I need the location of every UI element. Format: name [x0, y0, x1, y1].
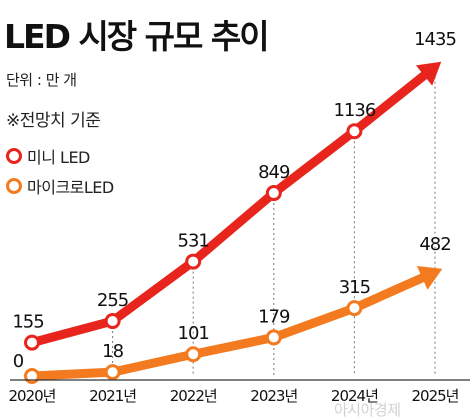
series-arrowhead: [415, 61, 442, 86]
data-label: 18: [102, 341, 123, 362]
data-point: [24, 368, 40, 384]
legend-label-mini-led: 미니 LED: [27, 148, 90, 167]
data-point: [104, 364, 121, 381]
legend-label-micro-led: 마이크로LED: [27, 178, 114, 197]
legend-marker-mini-led: [6, 148, 22, 164]
legend-item-micro-led: 마이크로LED: [6, 175, 114, 197]
data-label: 315: [339, 277, 370, 298]
chart-title: LED 시장 규모 추이: [4, 17, 270, 56]
data-points: [24, 123, 363, 384]
data-label: 255: [97, 290, 128, 311]
data-point: [104, 313, 121, 330]
data-point: [185, 346, 202, 363]
data-label: 1435: [414, 29, 456, 50]
x-tick-label: 2022년: [170, 387, 217, 405]
data-label: 179: [258, 306, 290, 327]
data-point: [346, 123, 363, 140]
x-axis: 2020년 2021년 2022년 2023년 2024년 2025년: [9, 379, 470, 405]
data-label: 155: [12, 312, 43, 333]
data-point: [265, 185, 282, 202]
series-line: [27, 273, 427, 381]
series-arrowhead: [416, 265, 443, 290]
x-tick-label: 2025년: [412, 387, 459, 405]
x-tick-label: 2023년: [250, 387, 297, 405]
x-tick-label: 2024년: [331, 387, 378, 405]
x-tick-label: 2020년: [9, 387, 56, 405]
series-lines: [27, 61, 443, 381]
data-label: 531: [178, 231, 209, 252]
series-line: [27, 70, 429, 348]
data-label: 1136: [333, 100, 375, 121]
data-point: [346, 300, 363, 317]
unit-label: 단위 : 만 개: [6, 71, 77, 89]
legend-item-mini-led: 미니 LED: [6, 145, 90, 167]
x-tick-label: 2021년: [89, 387, 136, 405]
data-labels: 155 255 531 849 1136 1435 0 18 101 179 315 482: [12, 29, 457, 372]
data-label: 0: [13, 351, 24, 372]
forecast-note: ※전망치 기준: [6, 111, 101, 131]
data-point: [265, 329, 282, 346]
data-point: [24, 334, 40, 351]
data-label: 101: [178, 323, 209, 344]
data-label: 849: [258, 162, 290, 183]
legend-marker-micro-led: [6, 178, 22, 194]
data-label: 482: [419, 234, 450, 255]
data-point: [185, 253, 202, 270]
watermark: 아시아경제: [334, 401, 401, 418]
